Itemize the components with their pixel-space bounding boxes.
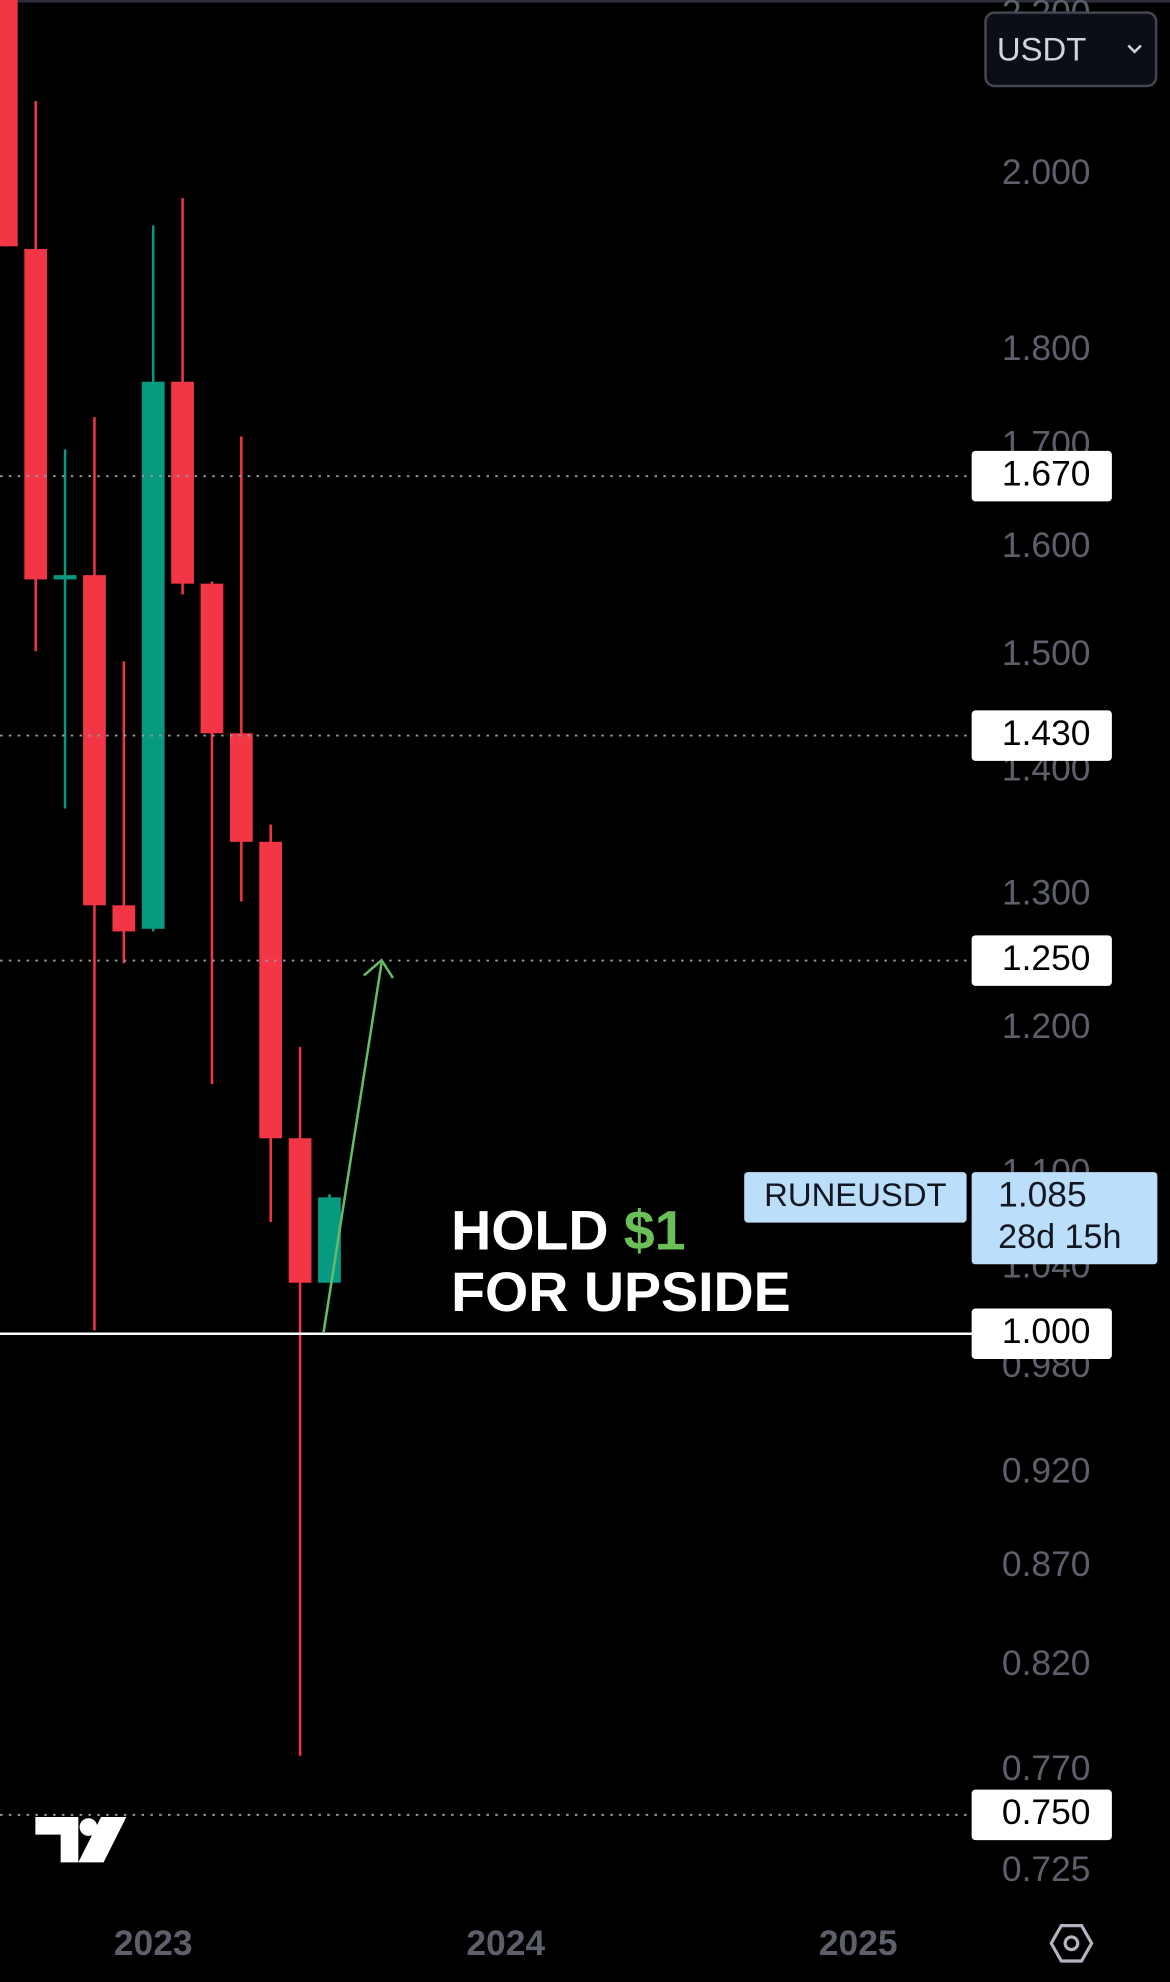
candle-body — [200, 583, 224, 734]
candle-body — [141, 381, 165, 929]
y-tick-label: 0.920 — [1002, 1452, 1091, 1491]
level-label: 0.750 — [1002, 1793, 1091, 1832]
candle-body — [288, 1138, 312, 1283]
annotation-highlight: $1 — [624, 1199, 686, 1261]
level-label: 1.000 — [1002, 1312, 1091, 1351]
logo — [35, 1816, 127, 1863]
level-label-box — [971, 1308, 1112, 1360]
annotation-text: FOR UPSIDE — [451, 1261, 791, 1323]
y-tick-label: 1.800 — [1002, 329, 1091, 368]
level-label: 1.670 — [1002, 454, 1091, 493]
plot-area — [0, 0, 973, 1816]
countdown: 28d 15h — [998, 1218, 1121, 1256]
price-label-box — [971, 1172, 1158, 1265]
candle-body — [83, 575, 106, 906]
level-label-box — [971, 935, 1112, 986]
y-tick-label: 1.300 — [1002, 873, 1091, 912]
y-tick-label: 0.725 — [1002, 1850, 1091, 1889]
price-label: 1.085 — [998, 1176, 1086, 1215]
y-tick-label: 0.870 — [1002, 1545, 1091, 1584]
candle-body — [0, 0, 18, 247]
currency-button[interactable]: USDT — [984, 11, 1158, 88]
level-label: 1.430 — [1002, 714, 1091, 753]
y-tick-label: 1.200 — [1002, 1007, 1091, 1046]
candle-body — [112, 905, 136, 932]
y-tick-label: 0.820 — [1002, 1644, 1091, 1683]
level-label-box — [971, 710, 1112, 761]
settings-button[interactable] — [1049, 1924, 1094, 1963]
level-label-box — [971, 450, 1112, 502]
level-label: 1.250 — [1002, 939, 1091, 978]
x-tick-label: 2023 — [114, 1924, 193, 1963]
y-tick-label: 1.600 — [1002, 526, 1091, 565]
symbol-label-box — [744, 1172, 967, 1223]
y-tick-label: 0.770 — [1002, 1749, 1091, 1788]
candle-body — [171, 381, 194, 584]
level-label-box — [971, 1789, 1112, 1841]
x-tick-label: 2024 — [466, 1924, 545, 1963]
candle-body — [24, 248, 48, 580]
candle-body — [259, 841, 283, 1139]
chevron[interactable] — [1127, 44, 1142, 54]
y-tick-label: 2.000 — [1002, 153, 1091, 192]
annotation-text: HOLD — [451, 1199, 608, 1261]
symbol-label: RUNEUSDT — [764, 1176, 946, 1213]
currency-label[interactable]: USDT — [997, 31, 1086, 68]
candle-body — [53, 575, 77, 580]
price-axis: 2.2002.0001.8001.7001.6001.5001.4001.300… — [744, 0, 1158, 1889]
y-tick-label: 1.500 — [1002, 634, 1091, 673]
candle-body — [229, 733, 253, 842]
x-tick-label: 2025 — [819, 1924, 898, 1963]
annotation: HOLD $1 — [451, 1199, 685, 1261]
arrow — [322, 958, 395, 1334]
button-frame[interactable] — [984, 11, 1158, 88]
